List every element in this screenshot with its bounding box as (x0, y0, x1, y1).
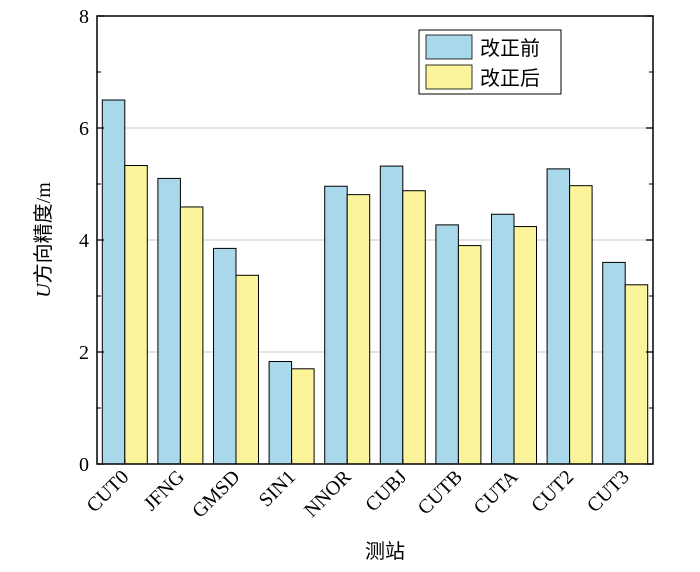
bar-sin1-before (268, 361, 293, 465)
y-tick-labels: 0 2 4 6 8 (79, 6, 89, 476)
x-tick-label: CUTA (470, 466, 523, 519)
bar-cuta-after (513, 226, 537, 465)
y-tick-label: 8 (79, 6, 89, 28)
x-tick-label: CUBJ (361, 466, 411, 516)
x-tick-label: SIN1 (255, 466, 300, 511)
bar-cut2-before (546, 168, 571, 465)
bar-cutb-before (435, 224, 459, 465)
bar-cut2-after (569, 185, 593, 465)
bars (101, 99, 649, 465)
y-tick-label: 6 (79, 118, 89, 140)
x-tick-label: CUT2 (527, 466, 578, 517)
bar-sin1-after (291, 368, 315, 465)
bar-gmsd-after (235, 274, 259, 465)
x-tick-label: NNOR (300, 466, 356, 522)
x-tick-label: CUT3 (583, 466, 634, 517)
x-tick-label: CUT0 (82, 466, 133, 517)
x-tick-labels: CUT0 JFNG GMSD SIN1 NNOR CUBJ CUTB CUTA CUT2 CUT3 (82, 466, 633, 523)
x-tick-label: JFNG (140, 466, 189, 515)
legend-label-before: 改正前 (480, 36, 540, 60)
bar-cut3-after (624, 284, 649, 465)
y-tick-label: 0 (79, 454, 89, 476)
bar-gmsd-before (213, 247, 237, 465)
bar-cuta-before (491, 213, 515, 465)
bar-cut0-after (124, 165, 148, 465)
x-tick-label: GMSD (188, 466, 244, 522)
x-axis-title: 测站 (365, 539, 405, 563)
y-axis-title: U方向精度/m (31, 182, 55, 298)
legend-swatch-after (425, 64, 473, 90)
bar-cut3-before (602, 261, 626, 465)
y-tick-label: 2 (79, 342, 89, 364)
bar-cut0-before (101, 99, 126, 465)
x-tick-label: CUTB (414, 466, 467, 519)
bar-nnor-before (324, 185, 348, 465)
bar-jfng-after (179, 206, 204, 465)
y-tick-label: 4 (79, 230, 89, 252)
legend-swatch-before (425, 34, 473, 60)
bar-jfng-before (157, 177, 181, 465)
bar-cubj-after (402, 190, 426, 465)
legend-label-after: 改正后 (480, 66, 540, 90)
bar-nnor-after (346, 194, 371, 465)
bar-cubj-before (379, 165, 404, 465)
axis-ticks (97, 15, 653, 465)
legend: 改正前 改正后 (418, 29, 562, 95)
bar-cutb-after (457, 245, 482, 465)
